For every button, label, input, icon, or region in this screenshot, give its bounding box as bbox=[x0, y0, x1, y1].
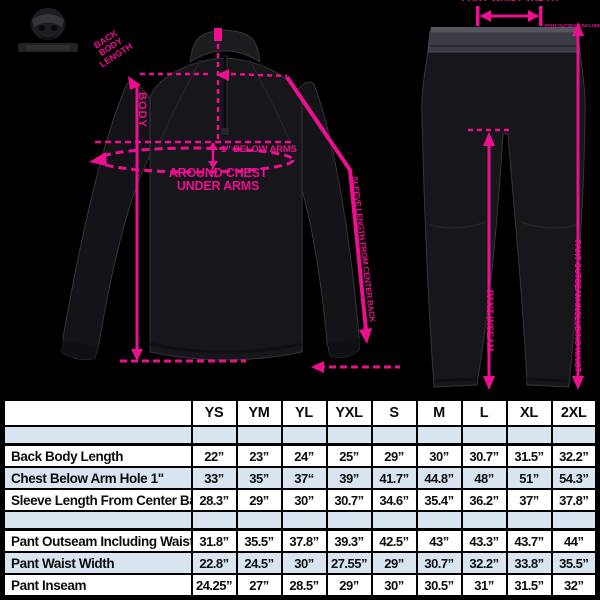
cell: 33.8” bbox=[505, 551, 553, 575]
measurement-lines bbox=[89, 6, 584, 390]
cell: 29” bbox=[235, 488, 283, 512]
cell: 37.8” bbox=[280, 528, 328, 553]
cell: 30.7” bbox=[325, 488, 373, 512]
cell: 54.3” bbox=[550, 466, 598, 490]
pant-outseam-label: PANT OUTSEAM INCLUDING WAIST bbox=[573, 240, 582, 373]
jacket-silhouette bbox=[61, 29, 360, 361]
pants-silhouette bbox=[421, 27, 586, 388]
table-row-sleeve-length: Sleeve Length From Center Back 28.3” 29”… bbox=[2, 488, 598, 512]
row-label: Chest Below Arm Hole 1" bbox=[2, 466, 193, 490]
cell: 34.6” bbox=[370, 488, 418, 512]
around-chest-label: AROUND CHEST UNDER ARMS bbox=[168, 166, 268, 194]
cell: 24” bbox=[280, 443, 328, 468]
size-header-s: S bbox=[370, 398, 418, 427]
spacer-row bbox=[2, 510, 598, 531]
garment-diagram bbox=[18, 6, 586, 390]
cell: 31.5” bbox=[505, 573, 553, 598]
pant-outseam-label-small: PANT OUTSEAM INCLUDING WAIST bbox=[545, 23, 600, 28]
cell: 36.2” bbox=[460, 488, 508, 512]
size-table: YS YM YL YXL S M L XL 2XL Back Body Leng… bbox=[2, 398, 598, 598]
cell: 44.8” bbox=[415, 466, 463, 490]
pant-waist-width-label: PANT WAIST WIDTH bbox=[444, 0, 576, 5]
table-row-pant-outseam: Pant Outseam Including Waist 31.8” 35.5”… bbox=[2, 528, 598, 553]
cell: 30” bbox=[370, 573, 418, 598]
cell: 39” bbox=[325, 466, 373, 490]
size-header-yl: YL bbox=[280, 398, 328, 427]
below-arms-label: 1” BELOW ARMS bbox=[221, 144, 297, 155]
cell: 48” bbox=[460, 466, 508, 490]
row-label: Pant Waist Width bbox=[2, 551, 193, 575]
cell: 35.5” bbox=[235, 528, 283, 553]
cell: 30” bbox=[415, 443, 463, 468]
cell: 35.5” bbox=[550, 551, 598, 575]
cell: 28.5” bbox=[280, 573, 328, 598]
cell: 22” bbox=[190, 443, 238, 468]
cell: 29” bbox=[370, 443, 418, 468]
cell: 28.3” bbox=[190, 488, 238, 512]
table-row-back-body-length: Back Body Length 22” 23” 24” 25” 29” 30”… bbox=[2, 443, 598, 468]
cell: 31.5” bbox=[505, 443, 553, 468]
size-header-ym: YM bbox=[235, 398, 283, 427]
cell: 43” bbox=[415, 528, 463, 553]
cell: 37.8” bbox=[550, 488, 598, 512]
pant-waist-line bbox=[476, 6, 543, 26]
cell: 37” bbox=[505, 488, 553, 512]
sleeve-length-label: SLEEVE LENGTH FROM CENTER BACK bbox=[350, 175, 377, 323]
size-header-ys: YS bbox=[190, 398, 238, 427]
cell: 32” bbox=[550, 573, 598, 598]
sleeve-length-line bbox=[285, 75, 400, 373]
cell: 30.7” bbox=[460, 443, 508, 468]
cell: 29” bbox=[325, 573, 373, 598]
cell: 32.2” bbox=[550, 443, 598, 468]
cell: 44” bbox=[550, 528, 598, 553]
cell: 24.25” bbox=[190, 573, 238, 598]
cell: 23” bbox=[235, 443, 283, 468]
cell: 30” bbox=[280, 551, 328, 575]
cell: 43.7” bbox=[505, 528, 553, 553]
size-header-m: M bbox=[415, 398, 463, 427]
cell: 27” bbox=[235, 573, 283, 598]
cell: 30.5” bbox=[415, 573, 463, 598]
table-row-pant-inseam: Pant Inseam 24.25” 27” 28.5” 29” 30” 30.… bbox=[2, 573, 598, 598]
size-header-xl: XL bbox=[505, 398, 553, 427]
back-body-length-label: BACK BODY LENGTH bbox=[92, 28, 135, 70]
cell: 51” bbox=[505, 466, 553, 490]
cell: 27.55” bbox=[325, 551, 373, 575]
row-label: Pant Outseam Including Waist bbox=[2, 528, 193, 553]
size-header-empty bbox=[2, 398, 193, 427]
cell: 33” bbox=[190, 466, 238, 490]
cell: 24.5” bbox=[235, 551, 283, 575]
table-row-pant-waist: Pant Waist Width 22.8” 24.5” 30” 27.55” … bbox=[2, 551, 598, 575]
cell: 22.8” bbox=[190, 551, 238, 575]
cell: 30.7” bbox=[415, 551, 463, 575]
brand-logo bbox=[18, 8, 78, 52]
cell: 31” bbox=[460, 573, 508, 598]
size-header-2xl: 2XL bbox=[550, 398, 598, 427]
cell: 42.5” bbox=[370, 528, 418, 553]
cell: 29” bbox=[370, 551, 418, 575]
cell: 35” bbox=[235, 466, 283, 490]
cell: 30” bbox=[280, 488, 328, 512]
spacer-row bbox=[2, 425, 598, 446]
size-header-row: YS YM YL YXL S M L XL 2XL bbox=[2, 398, 598, 427]
row-label: Back Body Length bbox=[2, 443, 193, 468]
cell: 32.2” bbox=[460, 551, 508, 575]
size-header-l: L bbox=[460, 398, 508, 427]
center-back-line bbox=[214, 28, 288, 142]
cell: 43.3” bbox=[460, 528, 508, 553]
cell: 41.7” bbox=[370, 466, 418, 490]
row-label: Pant Inseam bbox=[2, 573, 193, 598]
pant-inseam-label: PANT INSEAM bbox=[485, 290, 495, 352]
cell: 37“ bbox=[280, 466, 328, 490]
body-label: BODY bbox=[136, 92, 148, 128]
cell: 31.8” bbox=[190, 528, 238, 553]
cell: 25” bbox=[325, 443, 373, 468]
size-header-yxl: YXL bbox=[325, 398, 373, 427]
row-label: Sleeve Length From Center Back bbox=[2, 488, 193, 512]
table-row-chest: Chest Below Arm Hole 1" 33” 35” 37“ 39” … bbox=[2, 466, 598, 490]
cell: 39.3” bbox=[325, 528, 373, 553]
cell: 35.4” bbox=[415, 488, 463, 512]
